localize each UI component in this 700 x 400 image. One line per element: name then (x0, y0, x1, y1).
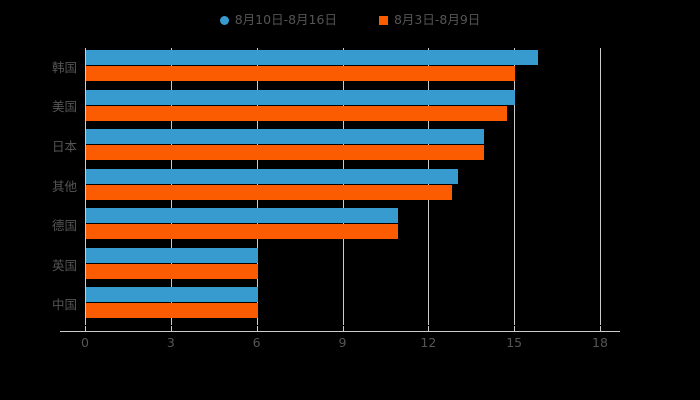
bar[interactable] (86, 50, 539, 65)
bar[interactable] (86, 145, 484, 161)
x-axis-tick-mark (428, 326, 430, 332)
x-axis-tick-mark (514, 326, 516, 332)
bar[interactable] (86, 303, 258, 319)
x-axis-line (60, 331, 620, 332)
bar-group (86, 285, 601, 325)
y-axis-label: 英国 (51, 257, 77, 273)
y-axis-line (85, 48, 86, 325)
y-axis-label: 美国 (51, 99, 77, 115)
legend-item-series-2[interactable]: 8月3日-8月9日 (378, 11, 481, 27)
bar[interactable] (86, 208, 398, 224)
bar-group (86, 127, 601, 167)
bar[interactable] (86, 105, 507, 121)
bar[interactable] (86, 184, 453, 200)
x-axis-tick-mark (600, 326, 601, 332)
x-axis-label: 3 (166, 335, 175, 350)
y-axis-label: 中国 (51, 297, 77, 313)
bar-group (86, 206, 601, 246)
legend-label-series-1: 8月10日-8月16日 (234, 11, 337, 27)
x-axis-label: 6 (252, 335, 261, 350)
chart-legend: 8月10日-8月16日 8月3日-8月9日 (0, 10, 700, 30)
x-axis-tick-mark (342, 326, 344, 332)
x-axis-label: 12 (420, 335, 437, 350)
x-axis-tick-mark (85, 326, 86, 332)
y-axis-labels: 韩国美国日本其他德国英国中国 (0, 48, 77, 325)
bar-group (86, 167, 601, 207)
bar[interactable] (86, 287, 258, 303)
bar[interactable] (86, 89, 516, 105)
legend-label-series-2: 8月3日-8月9日 (393, 11, 481, 27)
bar[interactable] (86, 129, 484, 145)
bar[interactable] (86, 66, 516, 81)
bar-group (86, 48, 601, 88)
x-axis-tick-mark (170, 326, 172, 332)
gridline (514, 48, 516, 325)
x-axis-label: 18 (592, 335, 608, 350)
bar[interactable] (86, 168, 458, 184)
bar-group (86, 88, 601, 128)
y-axis-label: 德国 (51, 218, 77, 234)
x-axis-label: 9 (338, 335, 347, 350)
y-axis-label: 其他 (51, 178, 77, 194)
bar[interactable] (86, 263, 258, 279)
bar[interactable] (86, 224, 398, 240)
y-axis-label: 韩国 (51, 59, 77, 75)
bar-group (86, 246, 601, 286)
plot-area (85, 48, 601, 325)
bar[interactable] (86, 247, 258, 263)
x-axis-label: 0 (81, 335, 89, 350)
gridline (600, 48, 601, 325)
x-axis-label: 15 (506, 335, 523, 350)
legend-marker-square-icon (378, 15, 388, 25)
x-axis-tick-mark (256, 326, 258, 332)
legend-item-series-1[interactable]: 8月10日-8月16日 (219, 11, 337, 27)
legend-marker-circle-icon (219, 15, 229, 25)
y-axis-label: 日本 (51, 138, 77, 154)
